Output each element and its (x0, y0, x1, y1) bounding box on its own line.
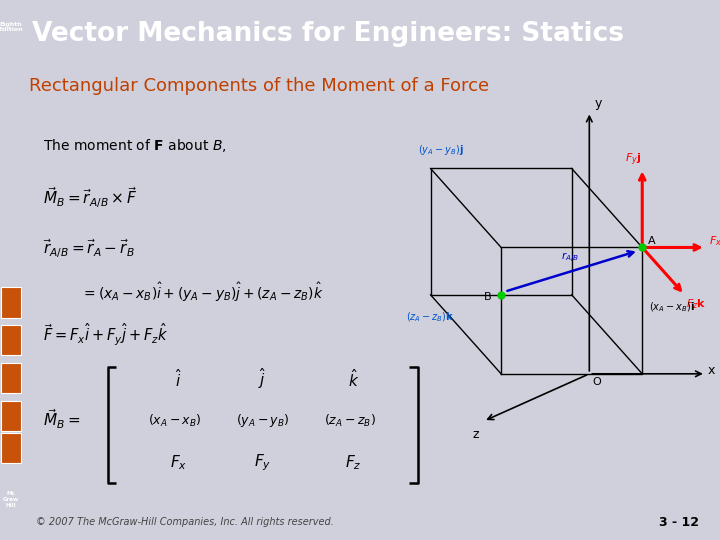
Text: $F_y\mathbf{j}$: $F_y\mathbf{j}$ (624, 152, 641, 168)
Text: y: y (595, 97, 602, 110)
Bar (1, 287, 20, 318)
Text: Rectangular Components of the Moment of a Force: Rectangular Components of the Moment of … (29, 77, 489, 96)
Text: $F_y$: $F_y$ (254, 453, 271, 473)
Bar (1, 325, 20, 355)
Text: $(z_A-z_B)$: $(z_A-z_B)$ (324, 413, 376, 429)
Text: $F_z\mathbf{k}$: $F_z\mathbf{k}$ (686, 298, 707, 311)
Text: 3 - 12: 3 - 12 (659, 516, 699, 529)
Bar (1, 401, 20, 431)
Text: $r_{A/B}$: $r_{A/B}$ (561, 251, 580, 265)
Text: $(x_A-x_B)$: $(x_A-x_B)$ (148, 413, 202, 429)
Text: $F_z$: $F_z$ (345, 454, 361, 472)
Text: $F_x$: $F_x$ (170, 454, 187, 472)
Text: $(y_A-y_B)$: $(y_A-y_B)$ (235, 413, 289, 429)
Bar (1, 433, 20, 463)
Text: $\vec{F} = F_x\hat{i} + F_y\hat{j} + F_z\hat{k}$: $\vec{F} = F_x\hat{i} + F_y\hat{j} + F_z… (42, 321, 168, 348)
Text: B: B (484, 292, 491, 301)
Text: Vector Mechanics for Engineers: Statics: Vector Mechanics for Engineers: Statics (32, 21, 624, 47)
Text: Eighth
Edition: Eighth Edition (0, 22, 23, 32)
Text: © 2007 The McGraw-Hill Companies, Inc. All rights reserved.: © 2007 The McGraw-Hill Companies, Inc. A… (35, 517, 333, 528)
Text: $F_x\mathbf{i}$: $F_x\mathbf{i}$ (709, 234, 720, 248)
Text: Mc
Graw
Hill: Mc Graw Hill (3, 491, 19, 508)
Text: $\vec{M}_B = \vec{r}_{A/B} \times \vec{F}$: $\vec{M}_B = \vec{r}_{A/B} \times \vec{F… (42, 185, 137, 210)
Text: $\hat{j}$: $\hat{j}$ (258, 367, 267, 392)
Text: $\vec{r}_{A/B} = \vec{r}_A - \vec{r}_B$: $\vec{r}_{A/B} = \vec{r}_A - \vec{r}_B$ (42, 237, 135, 260)
Text: $= (x_A - x_B)\hat{i} + (y_A - y_B)\hat{j} + (z_A - z_B)\hat{k}$: $= (x_A - x_B)\hat{i} + (y_A - y_B)\hat{… (81, 281, 323, 305)
Text: O: O (593, 377, 602, 387)
Text: A: A (647, 237, 655, 246)
Text: $(z_A-z_B)\mathbf{k}$: $(z_A-z_B)\mathbf{k}$ (406, 310, 455, 324)
Text: The moment of $\mathbf{F}$ about $B$,: The moment of $\mathbf{F}$ about $B$, (42, 137, 226, 154)
Text: $\vec{M}_B =$: $\vec{M}_B =$ (42, 407, 80, 431)
Bar (1, 363, 20, 393)
Text: $(y_A-y_B)\mathbf{j}$: $(y_A-y_B)\mathbf{j}$ (418, 143, 464, 157)
Text: x: x (708, 364, 715, 377)
Text: $(x_A-x_B)\mathbf{i}$: $(x_A-x_B)\mathbf{i}$ (649, 301, 695, 314)
Text: z: z (473, 428, 480, 441)
Text: $\hat{k}$: $\hat{k}$ (348, 368, 359, 390)
Text: $\hat{i}$: $\hat{i}$ (176, 368, 182, 390)
